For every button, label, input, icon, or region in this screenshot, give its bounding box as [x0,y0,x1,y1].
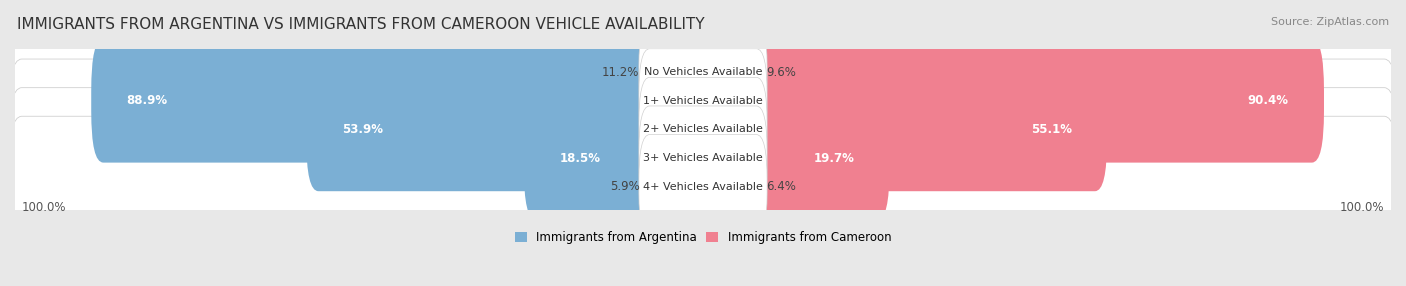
Text: 1+ Vehicles Available: 1+ Vehicles Available [643,96,763,106]
FancyBboxPatch shape [8,59,1398,200]
FancyBboxPatch shape [638,77,768,182]
Text: 5.9%: 5.9% [610,180,640,193]
FancyBboxPatch shape [91,39,662,163]
FancyBboxPatch shape [8,88,1398,229]
FancyBboxPatch shape [602,125,662,249]
FancyBboxPatch shape [638,20,768,124]
FancyBboxPatch shape [8,116,1398,257]
Text: No Vehicles Available: No Vehicles Available [644,67,762,77]
FancyBboxPatch shape [524,96,662,220]
FancyBboxPatch shape [744,39,1324,163]
FancyBboxPatch shape [638,49,768,153]
FancyBboxPatch shape [638,135,768,239]
FancyBboxPatch shape [744,125,808,249]
Text: 90.4%: 90.4% [1247,94,1288,107]
Text: 19.7%: 19.7% [813,152,853,164]
Text: 11.2%: 11.2% [602,66,640,79]
Text: 6.4%: 6.4% [766,180,796,193]
Text: 2+ Vehicles Available: 2+ Vehicles Available [643,124,763,134]
Text: IMMIGRANTS FROM ARGENTINA VS IMMIGRANTS FROM CAMEROON VEHICLE AVAILABILITY: IMMIGRANTS FROM ARGENTINA VS IMMIGRANTS … [17,17,704,32]
Legend: Immigrants from Argentina, Immigrants from Cameroon: Immigrants from Argentina, Immigrants fr… [510,226,896,249]
FancyBboxPatch shape [638,106,768,210]
FancyBboxPatch shape [568,10,662,134]
Text: 100.0%: 100.0% [21,201,66,214]
Text: 55.1%: 55.1% [1031,123,1071,136]
Text: 3+ Vehicles Available: 3+ Vehicles Available [643,153,763,163]
Text: Source: ZipAtlas.com: Source: ZipAtlas.com [1271,17,1389,27]
FancyBboxPatch shape [744,67,1107,191]
FancyBboxPatch shape [8,30,1398,171]
FancyBboxPatch shape [307,67,662,191]
Text: 9.6%: 9.6% [766,66,796,79]
FancyBboxPatch shape [744,96,890,220]
Text: 100.0%: 100.0% [1340,201,1385,214]
Text: 18.5%: 18.5% [560,152,600,164]
FancyBboxPatch shape [744,10,828,134]
Text: 4+ Vehicles Available: 4+ Vehicles Available [643,182,763,192]
FancyBboxPatch shape [8,2,1398,143]
Text: 53.9%: 53.9% [342,123,382,136]
Text: 88.9%: 88.9% [127,94,167,107]
